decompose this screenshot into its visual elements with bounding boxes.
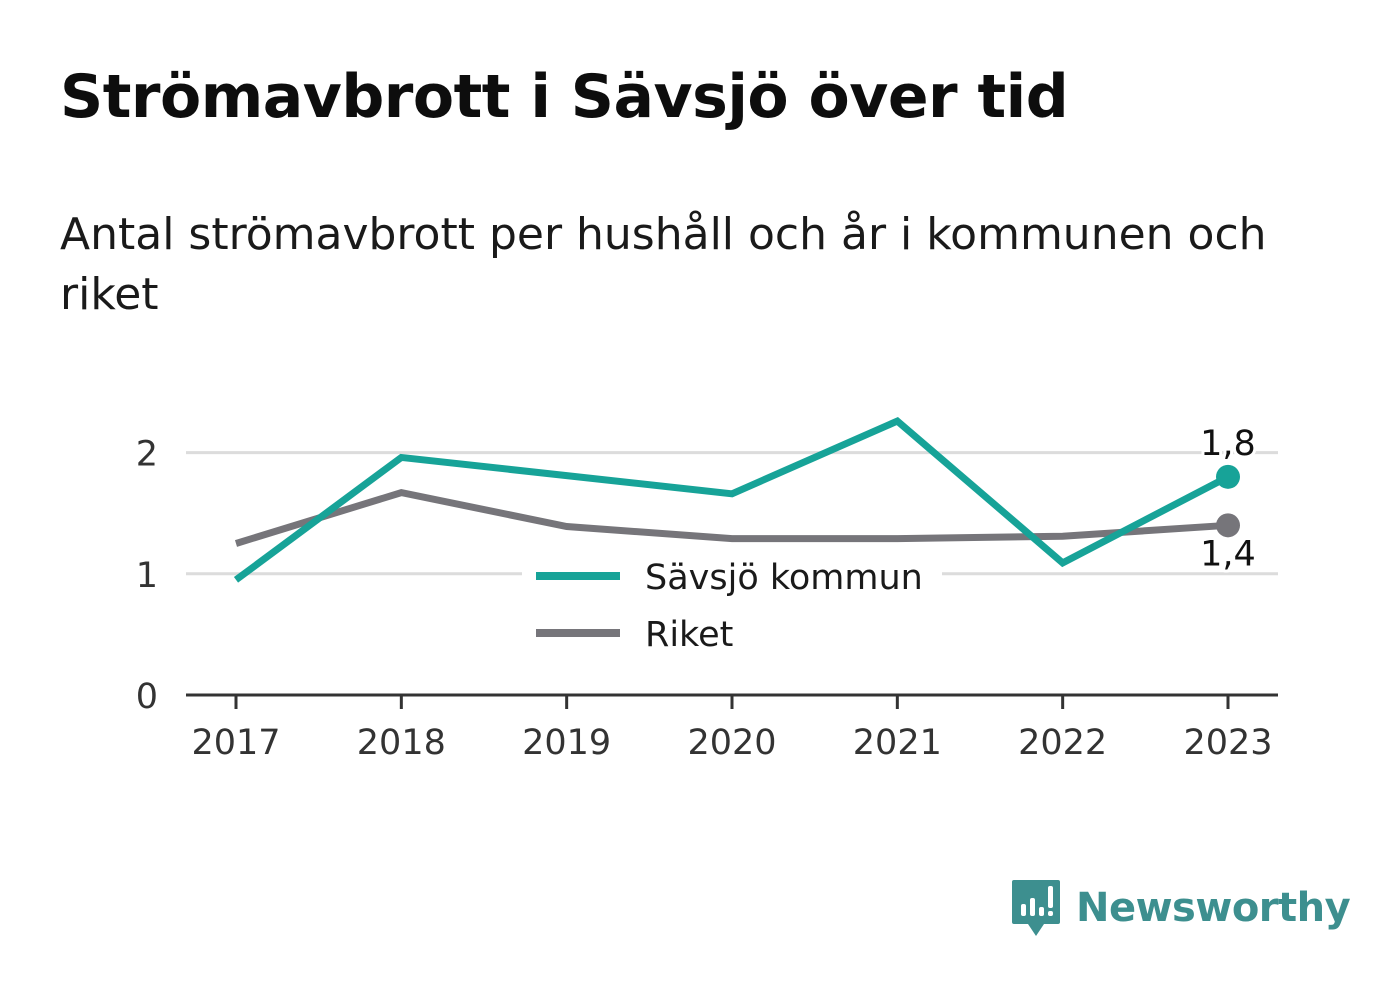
x-tick-label: 2018 xyxy=(357,723,446,763)
y-tick-label: 2 xyxy=(136,435,158,475)
x-tick-label: 2017 xyxy=(191,723,280,763)
x-tick-label: 2023 xyxy=(1183,723,1272,763)
y-tick-label: 0 xyxy=(136,677,158,717)
newsworthy-logo-icon xyxy=(1012,880,1060,936)
series-line-savsjo xyxy=(233,416,1230,583)
series-end-label: 1,4 xyxy=(1200,534,1256,574)
x-tick-label: 2019 xyxy=(522,723,611,763)
legend-background xyxy=(522,548,942,666)
series-end-point xyxy=(1216,513,1240,538)
series-end-label: 1,8 xyxy=(1200,424,1256,464)
series-line-riket xyxy=(234,488,1229,547)
x-tick-label: 2020 xyxy=(687,723,776,763)
newsworthy-logo-text: Newsworthy xyxy=(1076,885,1351,931)
x-tick-label: 2022 xyxy=(1018,723,1107,763)
series-end-point xyxy=(1216,464,1240,489)
legend-label: Riket xyxy=(645,615,733,655)
x-tick-label: 2021 xyxy=(853,723,942,763)
chart-subtitle: Antal strömavbrott per hushåll och år i … xyxy=(60,209,1267,320)
newsworthy-logo: Newsworthy xyxy=(1010,878,1351,938)
y-tick-label: 1 xyxy=(136,556,158,596)
legend-label: Sävsjö kommun xyxy=(645,558,923,598)
chart-title: Strömavbrott i Sävsjö över tid xyxy=(60,62,1069,132)
